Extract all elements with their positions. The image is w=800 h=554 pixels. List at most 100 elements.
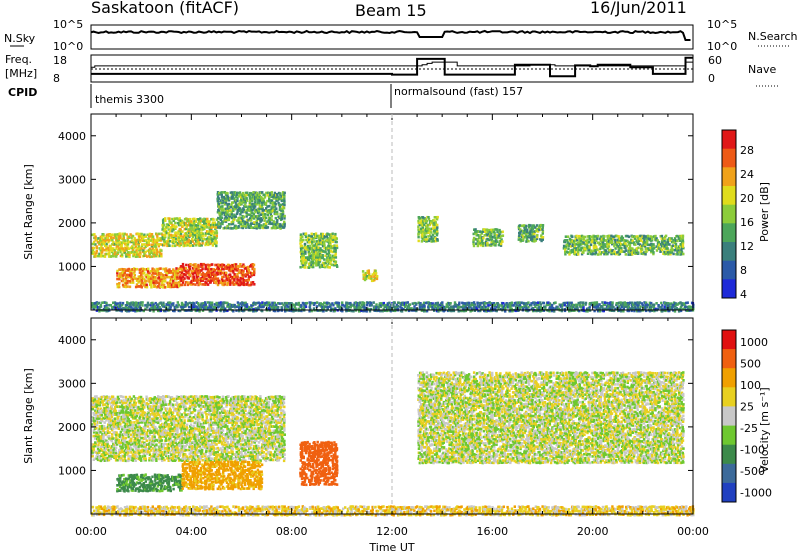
heatmap-cell-r10	[609, 248, 612, 252]
heatmap-cell-r11	[219, 304, 223, 307]
heatmap-cell-r6	[373, 275, 376, 279]
heatmap-cell-r11	[375, 303, 378, 306]
heatmap-cell-r11	[329, 303, 332, 306]
heatmap-cell-r10	[673, 241, 677, 245]
heatmap-cell-r5	[321, 263, 324, 267]
heatmap-cell-r0	[101, 243, 104, 246]
heatmap-cell-r2	[272, 205, 275, 209]
heatmap-cell-r7	[422, 238, 426, 241]
heatmap-cell-r10	[593, 238, 596, 242]
heatmap-cell-r10	[606, 235, 609, 238]
heatmap-cell-r5	[310, 250, 314, 254]
heatmap-cell-r1	[175, 234, 178, 237]
heatmap-cell-r1	[168, 244, 171, 247]
heatmap-cell-r2	[220, 193, 223, 197]
heatmap-cell-r11	[108, 303, 111, 307]
heatmap-cell-r11	[358, 301, 362, 304]
heatmap-cell-r10	[640, 250, 643, 254]
heatmap-cell-r4	[220, 277, 224, 281]
heatmap-cell-r0	[125, 243, 128, 247]
heatmap-cell-r8	[496, 236, 499, 240]
heatmap-cell-r11	[251, 303, 255, 307]
heatmap-cell-r0	[150, 251, 153, 255]
heatmap-cell-r1	[210, 223, 213, 227]
heatmap-cell-r1	[215, 229, 218, 233]
heatmap-cell-r11	[136, 304, 139, 307]
heatmap-cell-r9	[520, 233, 524, 237]
heatmap-cell-r1	[207, 223, 210, 226]
heatmap-cell-r11	[298, 304, 302, 307]
heatmap-cell-r1	[167, 225, 170, 228]
heatmap-cell-r10	[653, 247, 656, 250]
heatmap-cell-r4	[218, 263, 221, 267]
heatmap-cell-r11	[323, 301, 326, 305]
heatmap-cell-r3	[126, 279, 129, 283]
heatmap-cell-r6	[373, 271, 376, 275]
heatmap-cell-r1	[180, 238, 184, 241]
heatmap-cell-r9	[525, 234, 528, 237]
heatmap-cell-r7	[436, 223, 439, 227]
heatmap-cell-r11	[138, 306, 142, 309]
heatmap-cell-r3	[155, 267, 159, 271]
heatmap-cell-r3	[167, 270, 171, 273]
heatmap-cell-r11	[213, 306, 217, 309]
heatmap-cell-r8	[474, 228, 477, 231]
heatmap-cell-r0	[91, 233, 94, 237]
heatmap-cell-r4	[250, 283, 253, 286]
heatmap-cell-r0	[119, 236, 122, 239]
heatmap-cell-r11	[264, 301, 267, 305]
heatmap-cell-r4	[233, 275, 236, 279]
heatmap-cell-r1	[189, 241, 192, 245]
heatmap-cell-r3	[176, 273, 179, 277]
heatmap-cell-r4	[180, 277, 183, 280]
heatmap-cell-r0	[107, 240, 110, 244]
heatmap-cell-r2	[236, 191, 239, 195]
heatmap-cell-r0	[126, 244, 129, 248]
heatmap-cell-r8	[497, 234, 500, 238]
heatmap-cell-r4	[236, 281, 239, 285]
heatmap-cell-r2	[221, 205, 224, 208]
heatmap-cell-r5	[332, 258, 336, 261]
heatmap-cell-r1	[161, 235, 164, 239]
heatmap-cell-r11	[173, 305, 176, 309]
heatmap-cell-r4	[215, 277, 218, 281]
heatmap-cell-r2	[283, 222, 286, 226]
heatmap-cell-r3	[135, 279, 139, 282]
heatmap-cell-r4	[225, 277, 228, 280]
heatmap-cell-r8	[486, 241, 489, 245]
heatmap-cell-r11	[154, 301, 157, 305]
heatmap-cell-r0	[93, 437, 97, 440]
heatmap-cell-r5	[299, 233, 303, 236]
heatmap-cell-r4	[213, 273, 217, 277]
heatmap-cell-r2	[227, 223, 231, 226]
heatmap-cell-r2	[219, 199, 222, 202]
heatmap-cell-r11	[176, 301, 179, 304]
heatmap-cell-r7	[421, 226, 424, 229]
heatmap-cell-r0	[126, 252, 129, 256]
heatmap-cell-r5	[315, 248, 318, 252]
heatmap-cell-r1	[164, 242, 167, 245]
heatmap-cell-r10	[571, 239, 574, 243]
heatmap-cell-r5	[327, 256, 330, 259]
heatmap-cell-r3	[152, 279, 155, 282]
heatmap-cell-r5	[327, 238, 330, 241]
heatmap-cell-r1	[201, 218, 205, 221]
heatmap-cell-r11	[280, 302, 284, 305]
heatmap-cell-r7	[420, 229, 423, 232]
heatmap-cell-r10	[584, 243, 587, 246]
heatmap-cell-r0	[132, 241, 135, 244]
heatmap-cell-r0	[150, 234, 153, 238]
heatmap-cell-r10	[588, 245, 591, 248]
heatmap-cell-r3	[162, 283, 166, 287]
heatmap-cell-r4	[215, 271, 218, 275]
heatmap-cell-r0	[116, 239, 119, 242]
heatmap-cell-r10	[610, 239, 614, 243]
heatmap-cell-r8	[501, 230, 504, 234]
heatmap-cell-r10	[604, 251, 607, 254]
heatmap-cell-r2	[271, 209, 275, 212]
heatmap-cell-r10	[594, 252, 597, 256]
heatmap-cell-r2	[255, 203, 258, 206]
heatmap-cell-r2	[226, 194, 229, 197]
heatmap-cell-r0	[100, 247, 103, 250]
heatmap-cell-r0	[160, 252, 163, 256]
